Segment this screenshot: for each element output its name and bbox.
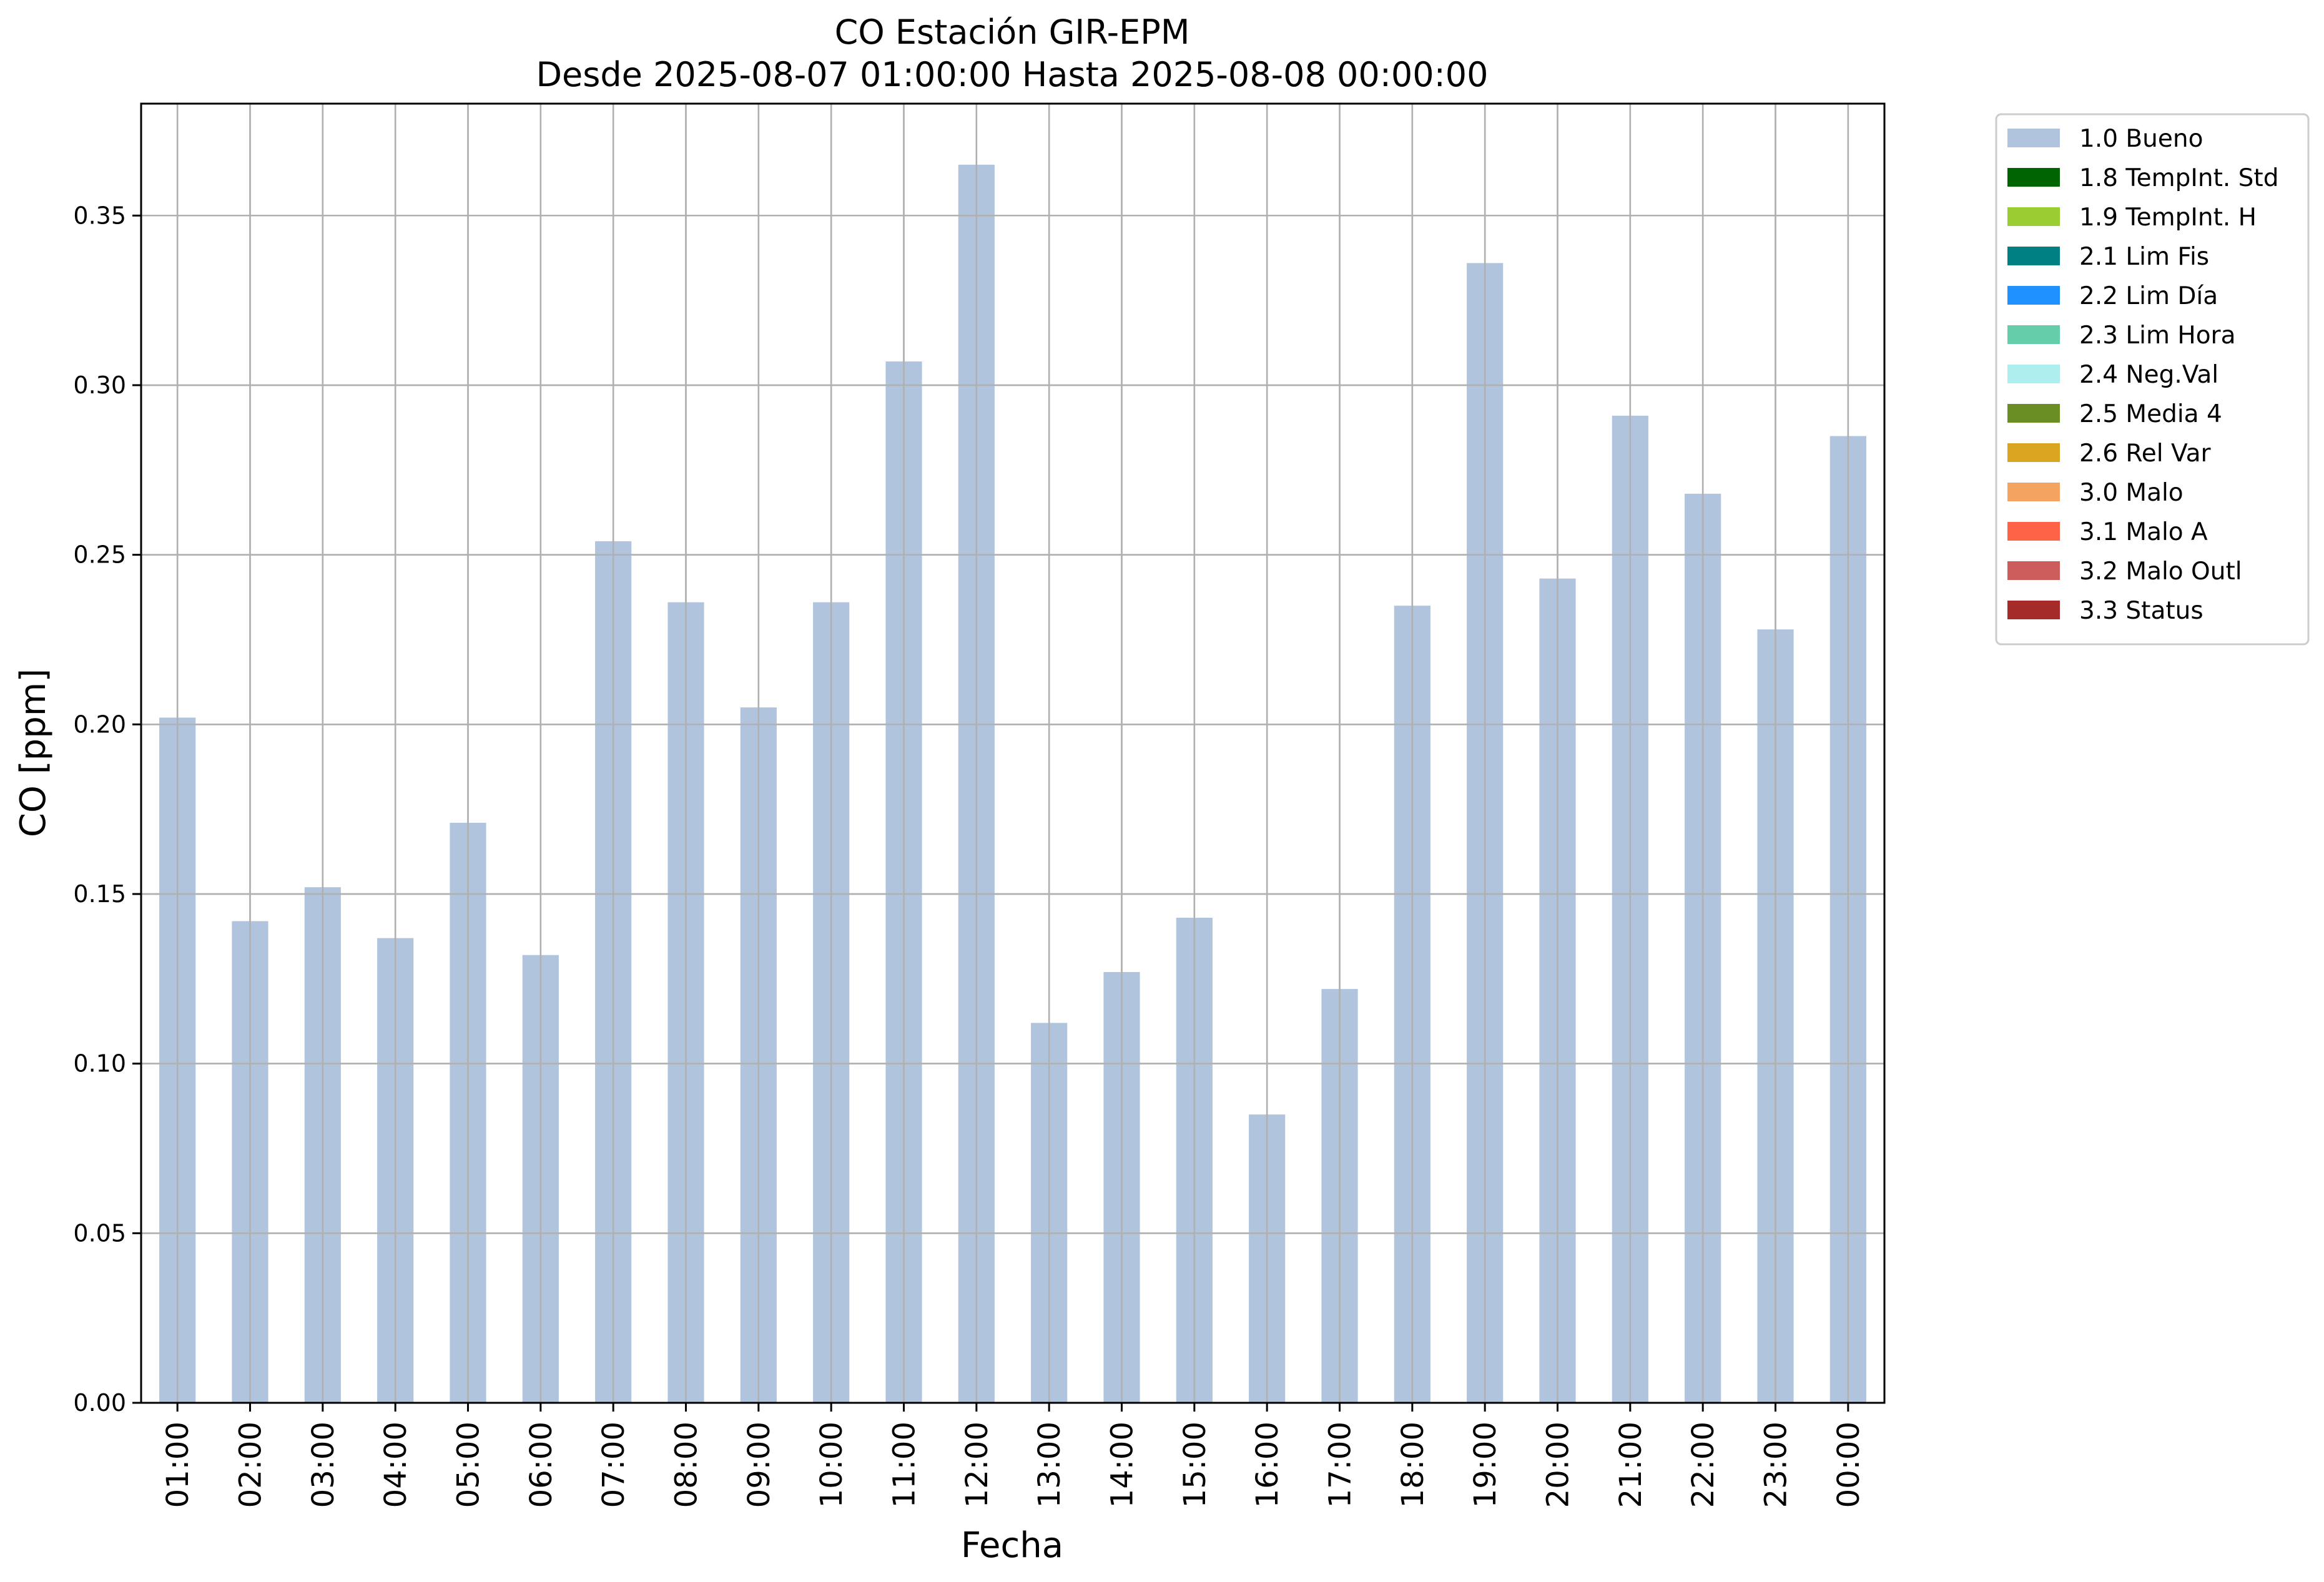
- y-tick-label: 0.15: [73, 880, 126, 908]
- x-tick-label: 09:00: [742, 1422, 777, 1508]
- x-tick-label: 00:00: [1831, 1422, 1866, 1508]
- legend-swatch: [2007, 483, 2060, 501]
- legend-swatch: [2007, 286, 2060, 305]
- legend-label: 3.0 Malo: [2079, 479, 2184, 507]
- legend-swatch: [2007, 325, 2060, 344]
- x-tick-label: 14:00: [1105, 1422, 1140, 1508]
- y-tick-label: 0.10: [73, 1050, 126, 1078]
- legend-label: 2.1 Lim Fis: [2079, 243, 2209, 271]
- y-tick-label: 0.05: [73, 1219, 126, 1247]
- x-tick-label: 20:00: [1541, 1422, 1576, 1508]
- y-tick-label: 0.30: [73, 371, 126, 399]
- chart-subtitle: Desde 2025-08-07 01:00:00 Hasta 2025-08-…: [536, 55, 1488, 94]
- x-tick-label: 02:00: [234, 1422, 268, 1508]
- x-tick-label: 17:00: [1323, 1422, 1358, 1508]
- legend-box: [1995, 113, 2310, 646]
- y-axis: 0.00 0.05 0.10 0.15 0.20 0.25 0.30 0.35: [73, 202, 141, 1417]
- x-tick-label: 04:00: [378, 1422, 413, 1508]
- x-tick-label: 08:00: [669, 1422, 704, 1508]
- x-tick-label: 18:00: [1396, 1422, 1430, 1508]
- x-tick-label: 07:00: [596, 1422, 631, 1508]
- x-tick-label: 01:00: [160, 1422, 195, 1508]
- legend-swatch: [2007, 207, 2060, 226]
- legend-swatch: [2007, 129, 2060, 147]
- legend-label: 2.5 Media 4: [2079, 400, 2222, 428]
- legend-swatch: [2007, 247, 2060, 265]
- legend-swatch: [2007, 365, 2060, 383]
- legend-label: 2.2 Lim Día: [2079, 282, 2218, 310]
- legend-label: 1.9 TempInt. H: [2079, 204, 2257, 232]
- x-tick-label: 13:00: [1032, 1422, 1067, 1508]
- x-tick-label: 19:00: [1468, 1422, 1503, 1508]
- legend-label: 3.3 Status: [2079, 597, 2203, 625]
- y-tick-label: 0.35: [73, 202, 126, 229]
- x-tick-label: 05:00: [451, 1422, 486, 1508]
- legend-label: 1.0 Bueno: [2079, 125, 2203, 153]
- legend-swatch: [2007, 404, 2060, 423]
- legend-swatch: [2007, 561, 2060, 580]
- legend: 1.0 Bueno 1.8 TempInt. Std 1.9 TempInt. H 2…: [1995, 113, 2310, 646]
- x-tick-label: 15:00: [1178, 1422, 1213, 1508]
- x-tick-label: 16:00: [1250, 1422, 1285, 1508]
- x-tick-label: 06:00: [524, 1422, 559, 1508]
- legend-label: 3.2 Malo Outl: [2079, 558, 2242, 586]
- x-axis: 01:00 02:00 03:00 04:00 05:00 06:00 07:00 08:00…: [160, 1403, 1866, 1508]
- legend-swatch: [2007, 522, 2060, 541]
- y-axis-label: CO [ppm]: [13, 669, 54, 837]
- legend-label: 3.1 Malo A: [2079, 518, 2208, 546]
- legend-label: 1.8 TempInt. Std: [2079, 164, 2278, 192]
- plot-area: [140, 102, 1886, 1404]
- legend-label: 2.4 Neg.Val: [2079, 361, 2218, 389]
- legend-swatch: [2007, 601, 2060, 619]
- x-tick-label: 23:00: [1759, 1422, 1794, 1508]
- legend-label: 2.6 Rel Var: [2079, 440, 2212, 468]
- x-tick-label: 12:00: [960, 1422, 995, 1508]
- y-tick-label: 0.00: [73, 1389, 126, 1417]
- chart-title: CO Estación GIR-EPM: [835, 12, 1190, 52]
- x-tick-label: 11:00: [887, 1422, 922, 1508]
- y-tick-label: 0.25: [73, 541, 126, 569]
- x-tick-label: 03:00: [306, 1422, 341, 1508]
- legend-swatch: [2007, 443, 2060, 462]
- x-tick-label: 10:00: [814, 1422, 849, 1508]
- x-tick-label: 22:00: [1686, 1422, 1721, 1508]
- legend-swatch: [2007, 168, 2060, 187]
- y-tick-label: 0.20: [73, 710, 126, 738]
- x-tick-label: 21:00: [1613, 1422, 1648, 1508]
- bars: [159, 164, 1866, 1403]
- x-axis-label: Fecha: [961, 1525, 1063, 1566]
- legend-label: 2.3 Lim Hora: [2079, 322, 2236, 350]
